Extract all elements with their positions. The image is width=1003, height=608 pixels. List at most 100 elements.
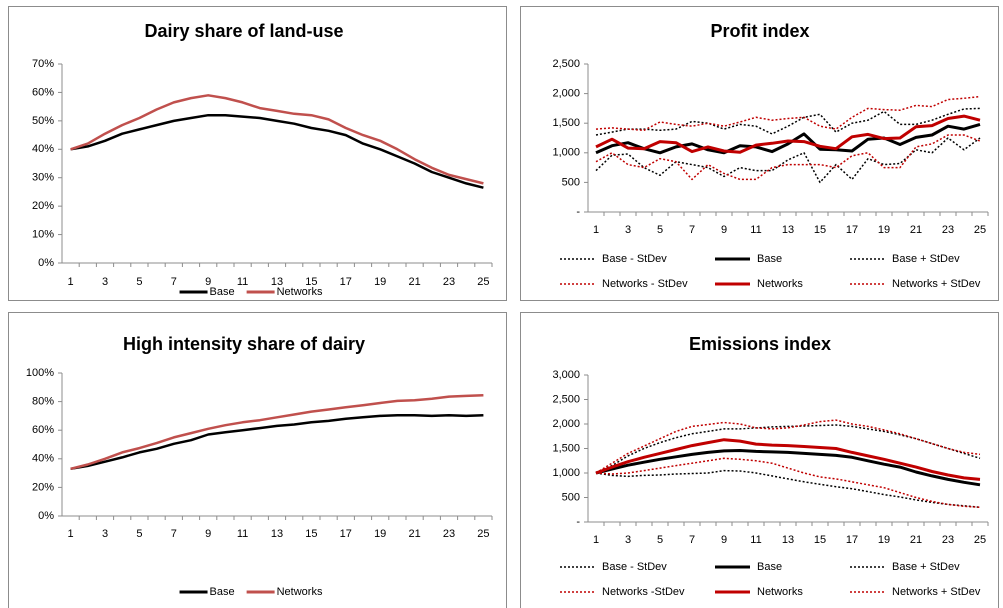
y-tick-label: 500 bbox=[562, 491, 580, 503]
chart-title: Profit index bbox=[710, 21, 809, 41]
y-tick-label: 1,000 bbox=[552, 147, 580, 159]
legend-label: Base bbox=[210, 286, 235, 298]
series-line bbox=[595, 419, 981, 474]
x-tick-label: 15 bbox=[305, 276, 317, 288]
legend-item: Networks bbox=[246, 286, 323, 298]
y-tick-label: - bbox=[576, 206, 580, 218]
y-tick-label: 0% bbox=[38, 510, 54, 522]
x-tick-label: 25 bbox=[974, 534, 986, 546]
x-tick-label: 19 bbox=[374, 276, 386, 288]
chart-frame bbox=[8, 6, 507, 301]
y-tick-label: 20% bbox=[32, 200, 54, 212]
x-tick-label: 15 bbox=[814, 534, 826, 546]
legend-label: Networks bbox=[757, 586, 803, 598]
x-tick-label: 21 bbox=[910, 534, 922, 546]
y-tick-label: 70% bbox=[32, 58, 54, 70]
chart-panel: High intensity share of dairy 0% 20% 40% 60%… bbox=[8, 312, 507, 608]
series-line bbox=[595, 424, 981, 474]
legend-label: Base - StDev bbox=[602, 561, 667, 573]
series-line bbox=[595, 137, 981, 184]
x-tick-label: 13 bbox=[782, 534, 794, 546]
chart-title: Emissions index bbox=[689, 334, 831, 354]
x-tick-label: 3 bbox=[625, 224, 631, 236]
series-line bbox=[70, 94, 484, 185]
chart-panel: Emissions index - 500 1,000 1,500 2,000 2,500 3… bbox=[520, 312, 999, 608]
y-tick-label: 40% bbox=[32, 143, 54, 155]
x-tick-label: 19 bbox=[878, 534, 890, 546]
y-tick-label: 500 bbox=[562, 176, 580, 188]
chart-title: High intensity share of dairy bbox=[123, 334, 365, 354]
x-tick-label: 7 bbox=[171, 528, 177, 540]
chart-frame bbox=[520, 312, 999, 608]
series-line bbox=[595, 438, 981, 481]
legend-item: Base bbox=[179, 286, 235, 298]
legend-label: Networks + StDev bbox=[892, 278, 981, 290]
series-line bbox=[70, 393, 484, 471]
x-tick-label: 9 bbox=[721, 224, 727, 236]
x-tick-label: 17 bbox=[846, 534, 858, 546]
x-tick-label: 3 bbox=[102, 276, 108, 288]
x-tick-label: 23 bbox=[942, 534, 954, 546]
y-tick-label: 60% bbox=[32, 86, 54, 98]
x-tick-label: 23 bbox=[942, 224, 954, 236]
y-tick-label: 20% bbox=[32, 481, 54, 493]
x-tick-label: 19 bbox=[374, 528, 386, 540]
x-tick-label: 21 bbox=[910, 224, 922, 236]
legend-label: Base + StDev bbox=[892, 253, 960, 265]
y-tick-label: 100% bbox=[26, 367, 54, 379]
y-tick-label: 30% bbox=[32, 172, 54, 184]
y-tick-label: 50% bbox=[32, 115, 54, 127]
x-tick-label: 13 bbox=[271, 276, 283, 288]
y-tick-label: 1,500 bbox=[552, 442, 580, 454]
series-line bbox=[70, 113, 484, 189]
chart-frame bbox=[520, 6, 999, 301]
x-tick-label: 9 bbox=[205, 276, 211, 288]
x-tick-label: 25 bbox=[477, 528, 489, 540]
x-tick-label: 7 bbox=[171, 276, 177, 288]
x-tick-label: 17 bbox=[340, 528, 352, 540]
x-tick-label: 1 bbox=[593, 224, 599, 236]
legend-label: Base bbox=[757, 253, 782, 265]
y-tick-label: 10% bbox=[32, 228, 54, 240]
chart-frame bbox=[8, 312, 507, 608]
legend-label: Networks - StDev bbox=[602, 278, 688, 290]
legend-item: Base bbox=[179, 586, 235, 598]
x-tick-label: 19 bbox=[878, 224, 890, 236]
y-tick-label: - bbox=[576, 516, 580, 528]
x-tick-label: 9 bbox=[205, 528, 211, 540]
series-line bbox=[595, 95, 981, 132]
chart-title: Dairy share of land-use bbox=[144, 21, 343, 41]
series-line bbox=[595, 134, 981, 181]
x-tick-label: 17 bbox=[846, 224, 858, 236]
x-tick-label: 5 bbox=[657, 534, 663, 546]
series-line bbox=[70, 413, 484, 471]
x-tick-label: 11 bbox=[237, 276, 248, 288]
x-tick-label: 15 bbox=[305, 528, 317, 540]
y-tick-label: 2,500 bbox=[552, 393, 580, 405]
series-line bbox=[595, 457, 981, 509]
legend-item: Networks bbox=[246, 586, 323, 598]
x-tick-label: 1 bbox=[68, 276, 74, 288]
legend-label: Networks + StDev bbox=[892, 586, 981, 598]
y-tick-label: 40% bbox=[32, 453, 54, 465]
series-line bbox=[595, 114, 981, 154]
legend-label: Base + StDev bbox=[892, 561, 960, 573]
y-tick-label: 2,000 bbox=[552, 418, 580, 430]
x-tick-label: 7 bbox=[689, 224, 695, 236]
x-tick-label: 3 bbox=[102, 528, 108, 540]
y-tick-label: 2,500 bbox=[552, 58, 580, 70]
series-line bbox=[595, 469, 981, 509]
y-tick-label: 3,000 bbox=[552, 369, 580, 381]
y-tick-label: 0% bbox=[38, 257, 54, 269]
series-line bbox=[595, 107, 981, 136]
x-tick-label: 11 bbox=[750, 534, 761, 546]
x-tick-label: 5 bbox=[136, 276, 142, 288]
x-tick-label: 7 bbox=[689, 534, 695, 546]
x-tick-label: 3 bbox=[625, 534, 631, 546]
series-line bbox=[595, 122, 981, 155]
y-tick-label: 2,000 bbox=[552, 88, 580, 100]
chart-panel: Dairy share of land-use 0% 10% 20% 30% 40% 50%… bbox=[8, 6, 507, 301]
